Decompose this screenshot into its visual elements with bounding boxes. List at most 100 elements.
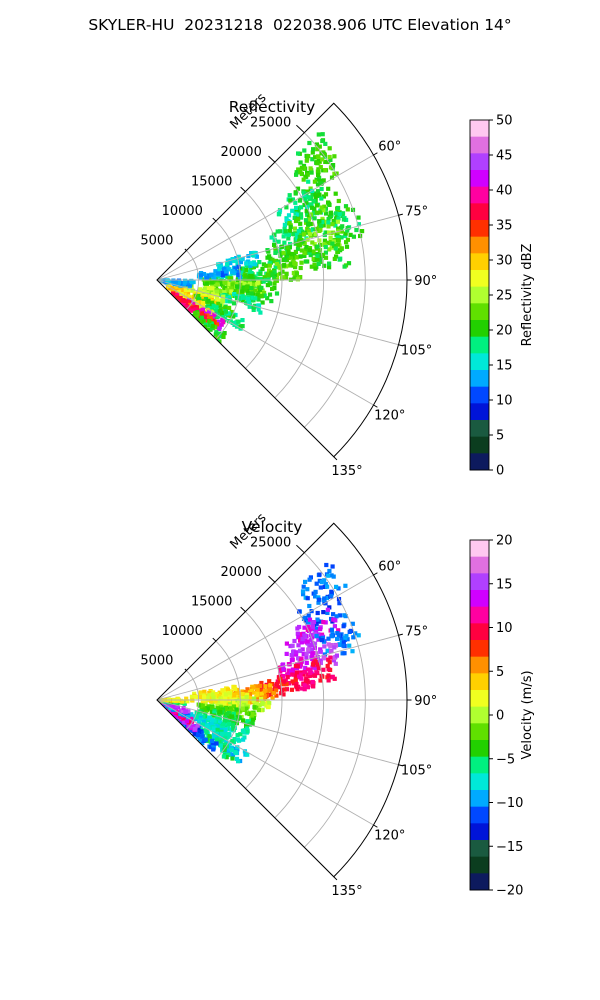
echo-pixel [176, 285, 181, 291]
echo-pixel [207, 693, 212, 698]
angle-tick-label: 105° [401, 764, 432, 779]
echo-pixel [207, 739, 212, 744]
echo-pixel [214, 305, 219, 310]
radial-tick-label: 15000 [191, 175, 232, 190]
echo-pixel [327, 247, 332, 252]
echo-pixel [210, 286, 215, 291]
echo-pixel [203, 297, 209, 302]
echo-pixel [336, 238, 341, 243]
echo-pixel [250, 721, 255, 726]
echo-pixel [313, 155, 318, 160]
colorbar-tick-label: 20 [496, 324, 513, 339]
echo-pixel [335, 219, 340, 224]
echo-pixel [283, 275, 289, 280]
colorbar-segment [470, 353, 489, 371]
echo-pixel [325, 648, 330, 653]
echo-pixel [347, 643, 352, 648]
echo-pixel [326, 220, 331, 225]
radial-tick-label: 5000 [140, 654, 173, 669]
echo-pixel [175, 295, 180, 300]
echo-pixel [260, 707, 265, 712]
angle-tick-label: 75° [405, 204, 428, 219]
echo-pixel [343, 233, 348, 239]
echo-pixel [256, 303, 261, 308]
echo-pixel [150, 697, 154, 701]
echo-pixel [299, 640, 304, 645]
colorbar-tick-label: 35 [496, 219, 513, 234]
echo-pixel [304, 245, 309, 250]
echo-pixel [250, 711, 255, 716]
echo-pixel [220, 283, 226, 288]
echo-pixel [318, 227, 323, 232]
colorbar-tick-label: 0 [496, 464, 504, 479]
echo-pixel [272, 281, 277, 286]
echo-pixel [255, 282, 260, 287]
echo-pixel [318, 210, 323, 215]
echo-pixel [322, 652, 328, 657]
echo-pixel [327, 230, 332, 235]
echo-pixel [333, 211, 339, 216]
echo-pixel [266, 704, 271, 709]
echo-pixel [205, 725, 210, 730]
echo-pixel [247, 692, 253, 697]
echo-pixel [197, 287, 203, 292]
echo-pixel [284, 205, 289, 210]
echo-pixel [309, 632, 314, 637]
echo-pixel [261, 262, 266, 267]
echo-pixel [337, 613, 342, 618]
echo-pixel [184, 719, 189, 724]
echo-pixel [239, 282, 244, 288]
echo-pixel [320, 138, 325, 144]
echo-pixel [193, 311, 198, 316]
echo-pixel [335, 631, 340, 636]
figure-title: SKYLER-HU 20231218 022038.906 UTC Elevat… [88, 16, 512, 34]
echo-pixel [309, 170, 314, 175]
echo-pixel [309, 205, 315, 210]
echo-pixel [223, 706, 229, 711]
echo-pixel [229, 719, 235, 725]
echo-pixel [351, 635, 356, 640]
echo-pixel [294, 683, 299, 688]
echo-pixel [215, 727, 220, 732]
echo-pixel [272, 276, 277, 281]
echo-pixel [303, 259, 308, 264]
echo-pixel [360, 229, 365, 234]
echo-pixel [259, 696, 264, 701]
echo-pixel [305, 172, 310, 177]
echo-pixel [224, 269, 229, 274]
echo-pixel [313, 195, 318, 200]
echo-pixel [267, 268, 272, 273]
echo-pixel [219, 322, 224, 327]
echo-pixel [342, 613, 347, 618]
echo-pixel [316, 600, 321, 605]
echo-pixel [310, 635, 315, 640]
echo-pixel [296, 635, 301, 640]
echo-pixel [310, 192, 315, 197]
echo-pixel [290, 197, 295, 202]
colorbar-tick-label: 10 [496, 621, 513, 636]
echo-pixel [157, 697, 158, 702]
echo-pixel [311, 673, 316, 678]
echo-pixel [244, 284, 249, 290]
colorbar-tick-label: 30 [496, 254, 513, 269]
echo-pixel [274, 688, 279, 693]
echo-pixel [298, 664, 303, 669]
radial-tick-label: 20000 [220, 565, 261, 580]
echo-pixel [333, 223, 338, 228]
echo-pixel [249, 286, 254, 291]
echo-pixel [302, 166, 307, 171]
echo-pixel [259, 285, 264, 290]
echo-pixel [236, 264, 241, 269]
echo-pixel [236, 699, 242, 704]
echo-pixel [331, 574, 336, 579]
echo-pixel [181, 706, 186, 711]
echo-pixel [311, 199, 316, 204]
echo-pixel [296, 151, 301, 156]
echo-pixel [238, 260, 244, 265]
echo-pixel [304, 660, 309, 665]
echo-pixel [322, 656, 327, 661]
radial-tick-label: 10000 [162, 204, 203, 219]
echo-pixel [282, 222, 287, 227]
echo-pixel [280, 687, 285, 693]
echo-pixel [300, 637, 305, 642]
